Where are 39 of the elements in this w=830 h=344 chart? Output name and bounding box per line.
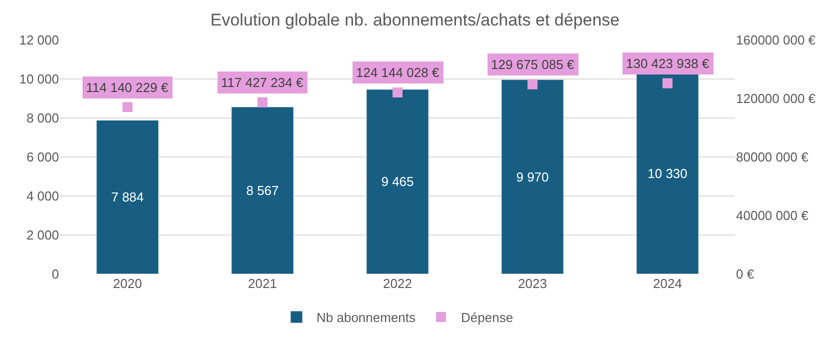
data-label: 7 884 xyxy=(111,190,144,205)
y2-tick-label: 80000 000 € xyxy=(736,150,810,165)
legend-label: Dépense xyxy=(461,310,514,326)
x-tick-label: 2021 xyxy=(248,276,277,291)
y-tick-label: 6 000 xyxy=(26,150,59,165)
chart-title: Evolution globale nb. abonnements/achats et dépense xyxy=(210,10,620,30)
data-label: 10 330 xyxy=(648,166,688,181)
point xyxy=(528,79,538,90)
y-tick-label: 0 xyxy=(52,266,59,282)
data-label: 130 423 938 € xyxy=(626,56,710,71)
y2-tick-label: 120000 000 € xyxy=(736,91,816,106)
bar xyxy=(501,79,564,274)
data-label: 8 567 xyxy=(246,182,279,198)
bar xyxy=(231,106,294,274)
x-tick-label: 2020 xyxy=(113,276,142,291)
y2-tick-label: 160000 000 € xyxy=(736,32,816,48)
y2-tick-label: 40000 000 € xyxy=(736,208,810,224)
x-tick-label: 2022 xyxy=(383,276,412,291)
data-label: 9 970 xyxy=(516,169,549,184)
y-tick-label: 10 000 xyxy=(19,72,59,87)
data-label: 114 140 229 € xyxy=(86,80,169,95)
point xyxy=(392,87,402,98)
y-tick-label: 8 000 xyxy=(26,110,59,126)
legend-label: Nb abonnements xyxy=(316,310,416,326)
data-label: 117 427 234 € xyxy=(221,75,304,90)
bar xyxy=(366,89,429,274)
x-tick-label: 2023 xyxy=(518,276,547,291)
y-tick-label: 4 000 xyxy=(26,188,59,204)
data-label: 9 465 xyxy=(381,174,414,190)
y-tick-label: 2 000 xyxy=(26,228,59,243)
data-label: 129 675 085 € xyxy=(491,57,575,72)
y-tick-label: 12 000 xyxy=(19,32,59,48)
data-label: 124 144 028 € xyxy=(356,65,440,80)
bar xyxy=(96,120,159,274)
point xyxy=(122,102,132,112)
point xyxy=(662,78,672,88)
point xyxy=(258,97,268,108)
x-tick-label: 2024 xyxy=(653,276,682,291)
y2-tick-label: 0 € xyxy=(736,266,755,282)
